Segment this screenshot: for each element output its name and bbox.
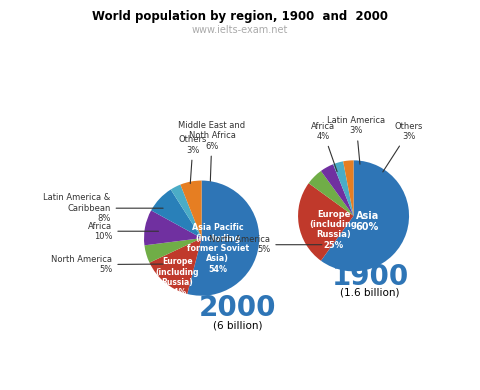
Text: North America
5%: North America 5% — [51, 255, 163, 274]
Wedge shape — [343, 160, 354, 216]
Text: Europe
(including
Russia)
14%: Europe (including Russia) 14% — [156, 257, 199, 298]
Wedge shape — [151, 190, 202, 238]
Wedge shape — [298, 183, 354, 261]
Text: Africa
10%: Africa 10% — [88, 222, 158, 241]
Text: 2000: 2000 — [199, 294, 276, 323]
Text: World population by region, 1900  and  2000: World population by region, 1900 and 200… — [92, 10, 388, 23]
Text: 1900: 1900 — [332, 263, 409, 291]
Wedge shape — [149, 238, 202, 294]
Text: (6 billion): (6 billion) — [213, 321, 262, 331]
Text: www.ielts-exam.net: www.ielts-exam.net — [192, 25, 288, 35]
Text: Latin America
3%: Latin America 3% — [327, 116, 385, 164]
Wedge shape — [144, 238, 202, 262]
Text: (1.6 billion): (1.6 billion) — [340, 287, 400, 298]
Wedge shape — [309, 171, 354, 216]
Wedge shape — [171, 184, 202, 238]
Wedge shape — [333, 161, 354, 216]
Text: Asia
60%: Asia 60% — [356, 211, 379, 232]
Text: Latin America &
Caribbean
8%: Latin America & Caribbean 8% — [43, 193, 163, 223]
Wedge shape — [144, 210, 202, 245]
Text: Others
3%: Others 3% — [383, 122, 423, 172]
Text: Asia Pacific
(including
former Soviet
Asia)
54%: Asia Pacific (including former Soviet As… — [187, 223, 249, 274]
Wedge shape — [321, 160, 409, 271]
Wedge shape — [321, 164, 354, 216]
Text: Africa
4%: Africa 4% — [311, 122, 337, 172]
Text: North America
5%: North America 5% — [209, 235, 322, 254]
Wedge shape — [187, 181, 259, 296]
Text: Middle East and
Noth Africa
6%: Middle East and Noth Africa 6% — [179, 121, 246, 181]
Text: Others
3%: Others 3% — [179, 135, 207, 184]
Wedge shape — [180, 181, 202, 238]
Text: Europe
(including
Russia)
25%: Europe (including Russia) 25% — [310, 209, 358, 250]
